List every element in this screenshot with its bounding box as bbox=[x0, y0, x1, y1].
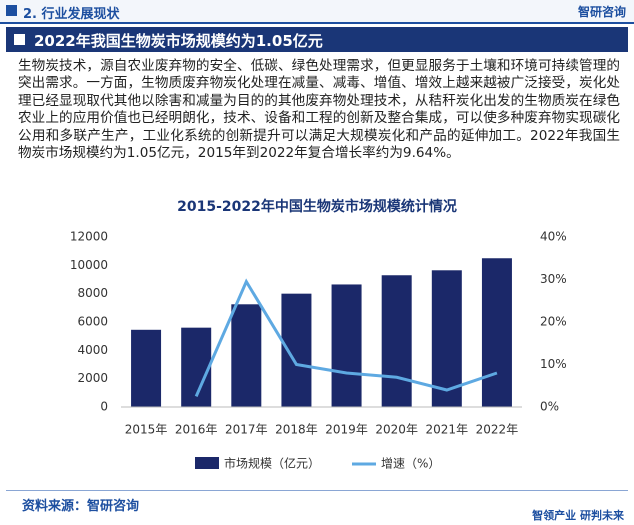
banner-title: 2022年我国生物炭市场规模约为1.05亿元 bbox=[34, 32, 323, 50]
legend-label: 市场规模（亿元） bbox=[224, 456, 320, 471]
icon bbox=[6, 5, 17, 16]
legend-label: 增速（%） bbox=[381, 457, 440, 471]
x-tick-label: 2021年 bbox=[426, 423, 469, 437]
bar bbox=[131, 329, 162, 407]
footer: 资料来源：智研咨询 智领产业 研判未来 bbox=[6, 490, 628, 522]
bar bbox=[331, 284, 362, 407]
icon bbox=[14, 34, 25, 45]
y-tick-label: 8000 bbox=[77, 286, 108, 300]
y2-tick-label: 10% bbox=[540, 357, 567, 371]
y-tick-label: 4000 bbox=[77, 343, 108, 357]
y2-tick-label: 40% bbox=[540, 230, 567, 244]
y-tick-label: 6000 bbox=[77, 315, 108, 329]
x-tick-label: 2016年 bbox=[175, 423, 218, 437]
x-tick-label: 2019年 bbox=[325, 423, 368, 437]
y-tick-label: 0 bbox=[100, 400, 108, 414]
y2-tick-label: 20% bbox=[540, 315, 567, 329]
banner: 2022年我国生物炭市场规模约为1.05亿元 bbox=[6, 27, 628, 52]
source: 资料来源：智研咨询 bbox=[22, 499, 140, 514]
section-title: 2. 行业发展现状 bbox=[23, 7, 120, 22]
x-tick-label: 2020年 bbox=[375, 423, 418, 437]
growth-line bbox=[194, 278, 498, 397]
bar bbox=[281, 293, 312, 407]
chart: 2015-2022年中国生物炭市场规模统计情况 0 2000 4000 6000 800… bbox=[70, 198, 567, 471]
bar bbox=[481, 258, 512, 407]
bar bbox=[431, 270, 462, 407]
x-tick-label: 2017年 bbox=[225, 423, 268, 437]
y-tick-label: 10000 bbox=[70, 258, 108, 272]
logo: 智研咨询 bbox=[577, 5, 626, 19]
slogan: 智领产业 研判未来 bbox=[532, 509, 624, 522]
paragraph: 生物炭技术，源自农业废弃物的安全、低碳、绿色处理需求，但更显服务于土壤和环境可持… bbox=[18, 58, 620, 162]
header: 2. 行业发展现状 智研咨询 bbox=[0, 0, 634, 24]
y-tick-label: 12000 bbox=[70, 230, 108, 244]
x-tick-label: 2018年 bbox=[275, 423, 318, 437]
bar bbox=[231, 304, 262, 407]
legend-swatch bbox=[195, 457, 219, 469]
y2-tick-label: 30% bbox=[540, 272, 567, 286]
x-tick-label: 2022年 bbox=[476, 423, 519, 437]
bar bbox=[381, 275, 412, 407]
y2-tick-label: 0% bbox=[540, 400, 559, 414]
x-tick-label: 2015年 bbox=[125, 423, 168, 437]
y-tick-label: 2000 bbox=[77, 371, 108, 385]
chart-title: 2015-2022年中国生物炭市场规模统计情况 bbox=[177, 198, 457, 215]
